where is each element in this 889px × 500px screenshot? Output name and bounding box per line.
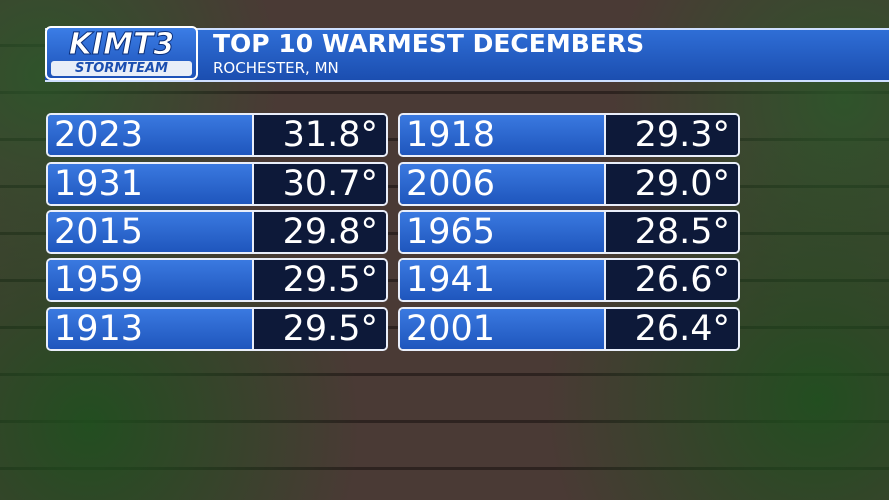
year-cell: 1941 <box>400 260 606 300</box>
table-row: 1959 29.5° <box>46 258 388 302</box>
year-cell: 1959 <box>48 260 254 300</box>
temperature-cell: 29.0° <box>606 164 738 204</box>
logo-text: KIMT3 <box>68 27 175 62</box>
table-row: 2015 29.8° <box>46 210 388 254</box>
temperature-cell: 30.7° <box>254 164 386 204</box>
temperature-cell: 29.3° <box>606 115 738 155</box>
table-row: 1941 26.6° <box>398 258 740 302</box>
table-row: 1931 30.7° <box>46 162 388 206</box>
year-cell: 1913 <box>48 309 254 349</box>
year-cell: 2023 <box>48 115 254 155</box>
year-cell: 1931 <box>48 164 254 204</box>
temperature-cell: 29.8° <box>254 212 386 252</box>
table-row: 2001 26.4° <box>398 307 740 351</box>
temperature-cell: 29.5° <box>254 260 386 300</box>
table-row: 2006 29.0° <box>398 162 740 206</box>
year-cell: 2001 <box>400 309 606 349</box>
table-row: 1913 29.5° <box>46 307 388 351</box>
temperature-cell: 31.8° <box>254 115 386 155</box>
year-cell: 1918 <box>400 115 606 155</box>
temperature-cell: 26.4° <box>606 309 738 349</box>
table-row: 2023 31.8° <box>46 113 388 157</box>
table-row: 1965 28.5° <box>398 210 740 254</box>
logo-subtext: STORMTEAM <box>51 61 192 76</box>
temperature-cell: 29.5° <box>254 309 386 349</box>
year-cell: 1965 <box>400 212 606 252</box>
year-cell: 2006 <box>400 164 606 204</box>
year-cell: 2015 <box>48 212 254 252</box>
subtitle: ROCHESTER, MN <box>213 59 339 77</box>
temperature-cell: 28.5° <box>606 212 738 252</box>
temperature-cell: 26.6° <box>606 260 738 300</box>
table-row: 1918 29.3° <box>398 113 740 157</box>
logo: KIMT3 STORMTEAM <box>45 26 198 80</box>
title: TOP 10 WARMEST DECEMBERS <box>213 29 645 58</box>
